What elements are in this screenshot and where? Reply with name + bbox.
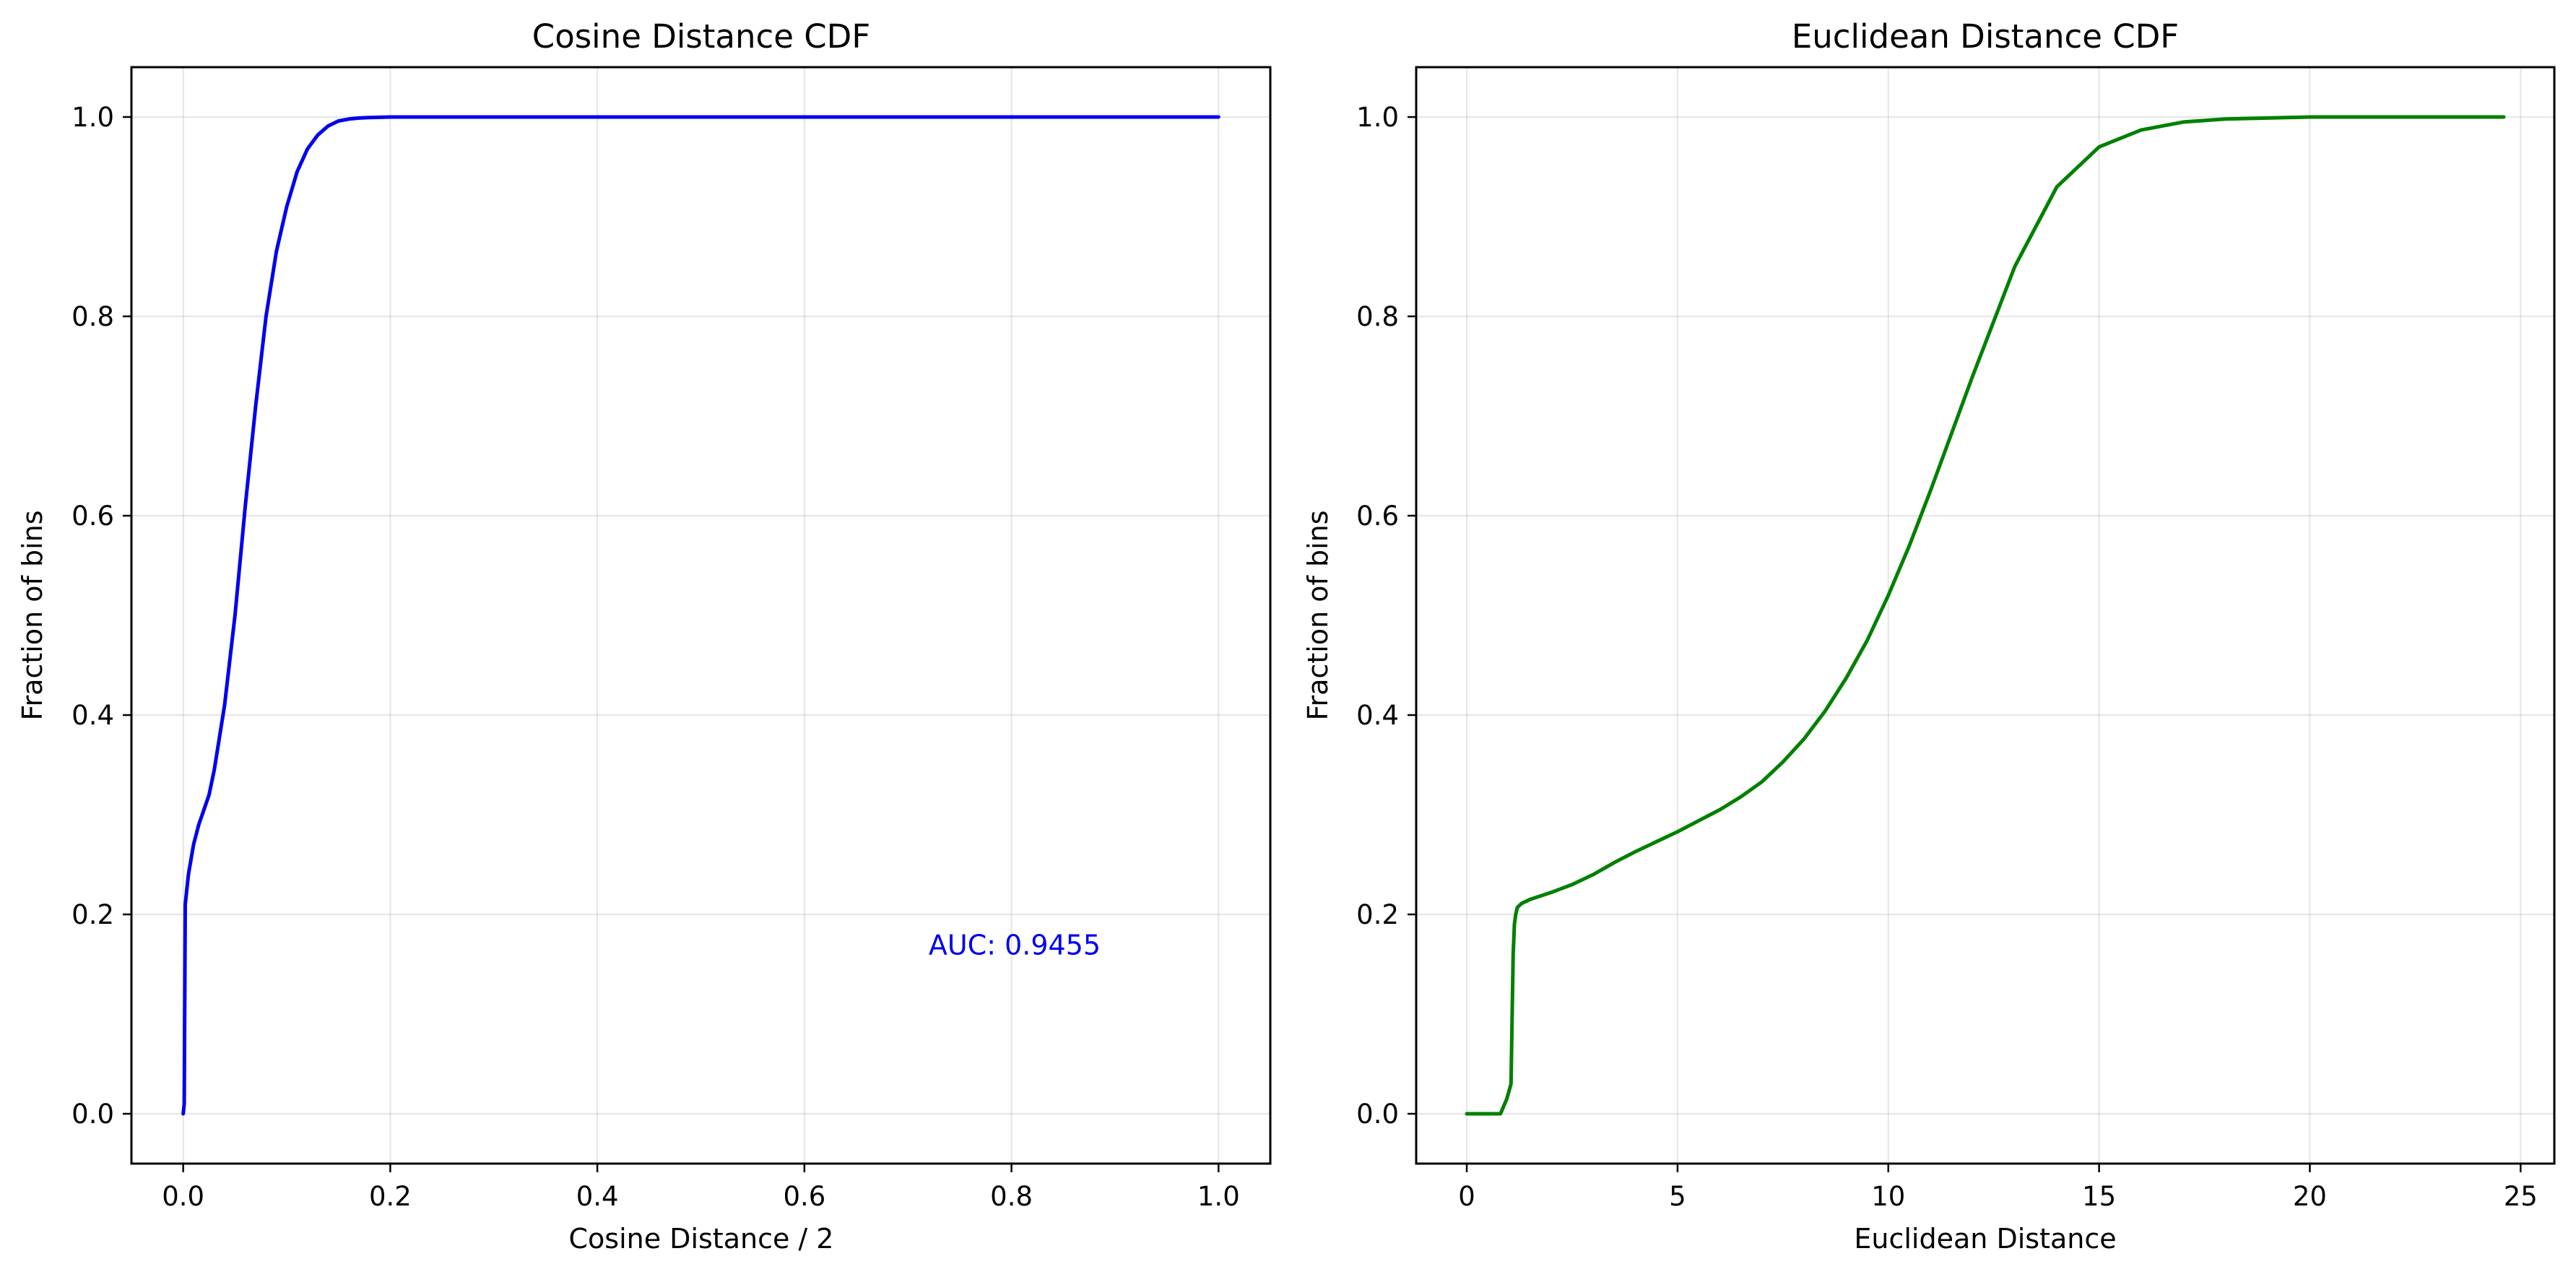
y-tick-label: 1.0 <box>1356 102 1399 133</box>
chart-title: Euclidean Distance CDF <box>1792 17 2179 56</box>
y-tick-label: 0.4 <box>1356 700 1399 731</box>
y-tick-label: 0.8 <box>1356 301 1399 332</box>
y-tick-label: 0.0 <box>71 1099 114 1130</box>
cosine-cdf-chart: Cosine Distance CDF 0.0 0.2 0.4 0.6 0.8 1.00.… <box>17 17 1272 1255</box>
y-axis-label: Fraction of bins <box>17 510 48 720</box>
y-tick-label: 0.2 <box>1356 899 1399 930</box>
x-tick-label: 20 <box>2293 1181 2327 1212</box>
chart-title: Cosine Distance CDF <box>532 17 870 56</box>
x-tick-label: 0.0 <box>162 1181 204 1212</box>
x-axis-label: Cosine Distance / 2 <box>569 1223 834 1255</box>
plot-frame <box>1415 66 2556 1165</box>
x-tick-label: 0.6 <box>783 1181 825 1212</box>
series-line <box>181 115 1220 1116</box>
series-line <box>1465 115 2506 1116</box>
x-tick-label: 0.4 <box>576 1181 619 1212</box>
y-tick-label: 1.0 <box>71 102 114 133</box>
x-tick-label: 10 <box>1871 1181 1905 1212</box>
tick-layer: 0.0 0.2 0.4 0.6 0.8 1.0 0.0 0.2 0.4 0.6 0.8 1.0 <box>71 102 1240 1212</box>
x-tick-label: 0 <box>1458 1181 1475 1212</box>
x-tick-label: 5 <box>1669 1181 1686 1212</box>
x-tick-label: 0.8 <box>990 1181 1033 1212</box>
grid <box>131 67 1270 1164</box>
y-axis-label: Fraction of bins <box>1302 510 1334 720</box>
tick-layer: 0 5 10 15 20 25 0.0 0.2 0.4 0.6 0.8 1.0 <box>1356 102 2538 1212</box>
auc-annotation: AUC: 0.9455 <box>929 929 1101 961</box>
x-tick-label: 25 <box>2504 1181 2538 1212</box>
y-tick-label: 0.6 <box>71 501 114 532</box>
annotation-layer: AUC: 0.9455 <box>929 929 1101 961</box>
x-tick-label: 0.2 <box>369 1181 412 1212</box>
series-layer <box>181 115 1220 1116</box>
euclidean-cdf-chart: Euclidean Distance CDF 0 5 10 15 20 250.00.20… <box>1302 17 2556 1255</box>
x-tick-label: 15 <box>2082 1181 2116 1212</box>
grid <box>1416 67 2554 1164</box>
x-axis-label: Euclidean Distance <box>1854 1223 2116 1255</box>
y-tick-label: 0.2 <box>71 899 114 930</box>
y-tick-label: 0.6 <box>1356 501 1399 532</box>
x-tick-label: 1.0 <box>1197 1181 1240 1212</box>
y-tick-label: 0.0 <box>1356 1099 1399 1130</box>
y-tick-label: 0.4 <box>71 700 114 731</box>
series-layer <box>1465 115 2506 1116</box>
y-tick-label: 0.8 <box>71 301 114 332</box>
plot-frame <box>130 66 1272 1165</box>
